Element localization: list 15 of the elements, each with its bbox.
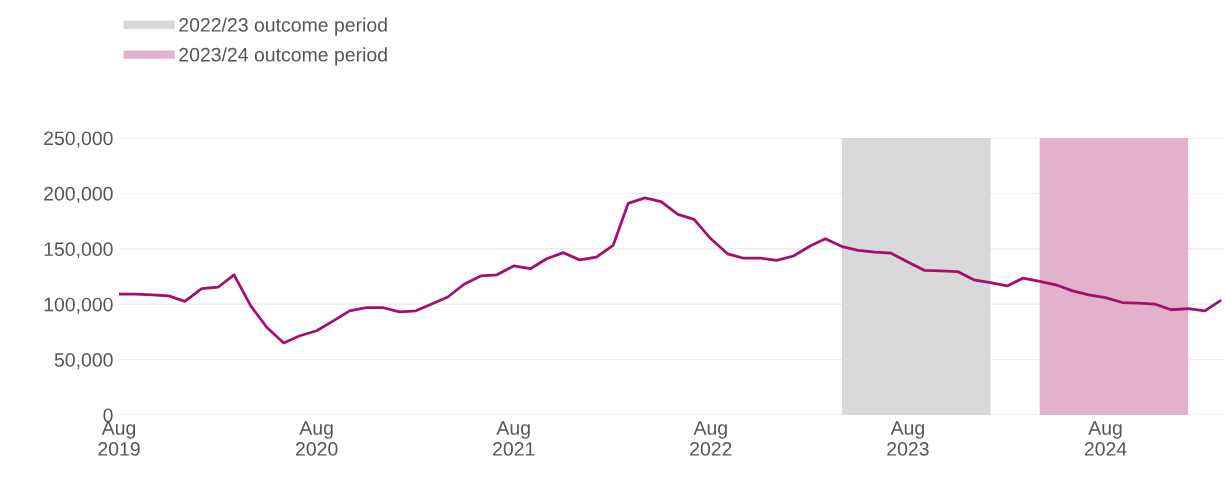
y-tick-label: 200,000 <box>44 186 113 203</box>
y-tick-label: 250,000 <box>44 131 113 148</box>
legend-label: 2023/24 outcome period <box>179 47 387 66</box>
x-tick-label: Aug 2021 <box>493 421 535 456</box>
y-tick-label: 150,000 <box>44 242 113 259</box>
x-tick-label: Aug 2020 <box>295 421 338 456</box>
y-tick-label: 50,000 <box>54 353 113 370</box>
y-tick-label: 100,000 <box>44 297 113 314</box>
y-tick-label: 0 <box>103 408 113 423</box>
x-tick-label: Aug 2019 <box>98 421 140 456</box>
line-series <box>119 196 1222 345</box>
x-tick-label: Aug 2023 <box>887 421 929 456</box>
legend-label: 2022/23 outcome period <box>179 17 387 36</box>
x-tick-label: Aug 2024 <box>1084 421 1127 456</box>
x-tick-label: Aug 2022 <box>690 421 732 456</box>
